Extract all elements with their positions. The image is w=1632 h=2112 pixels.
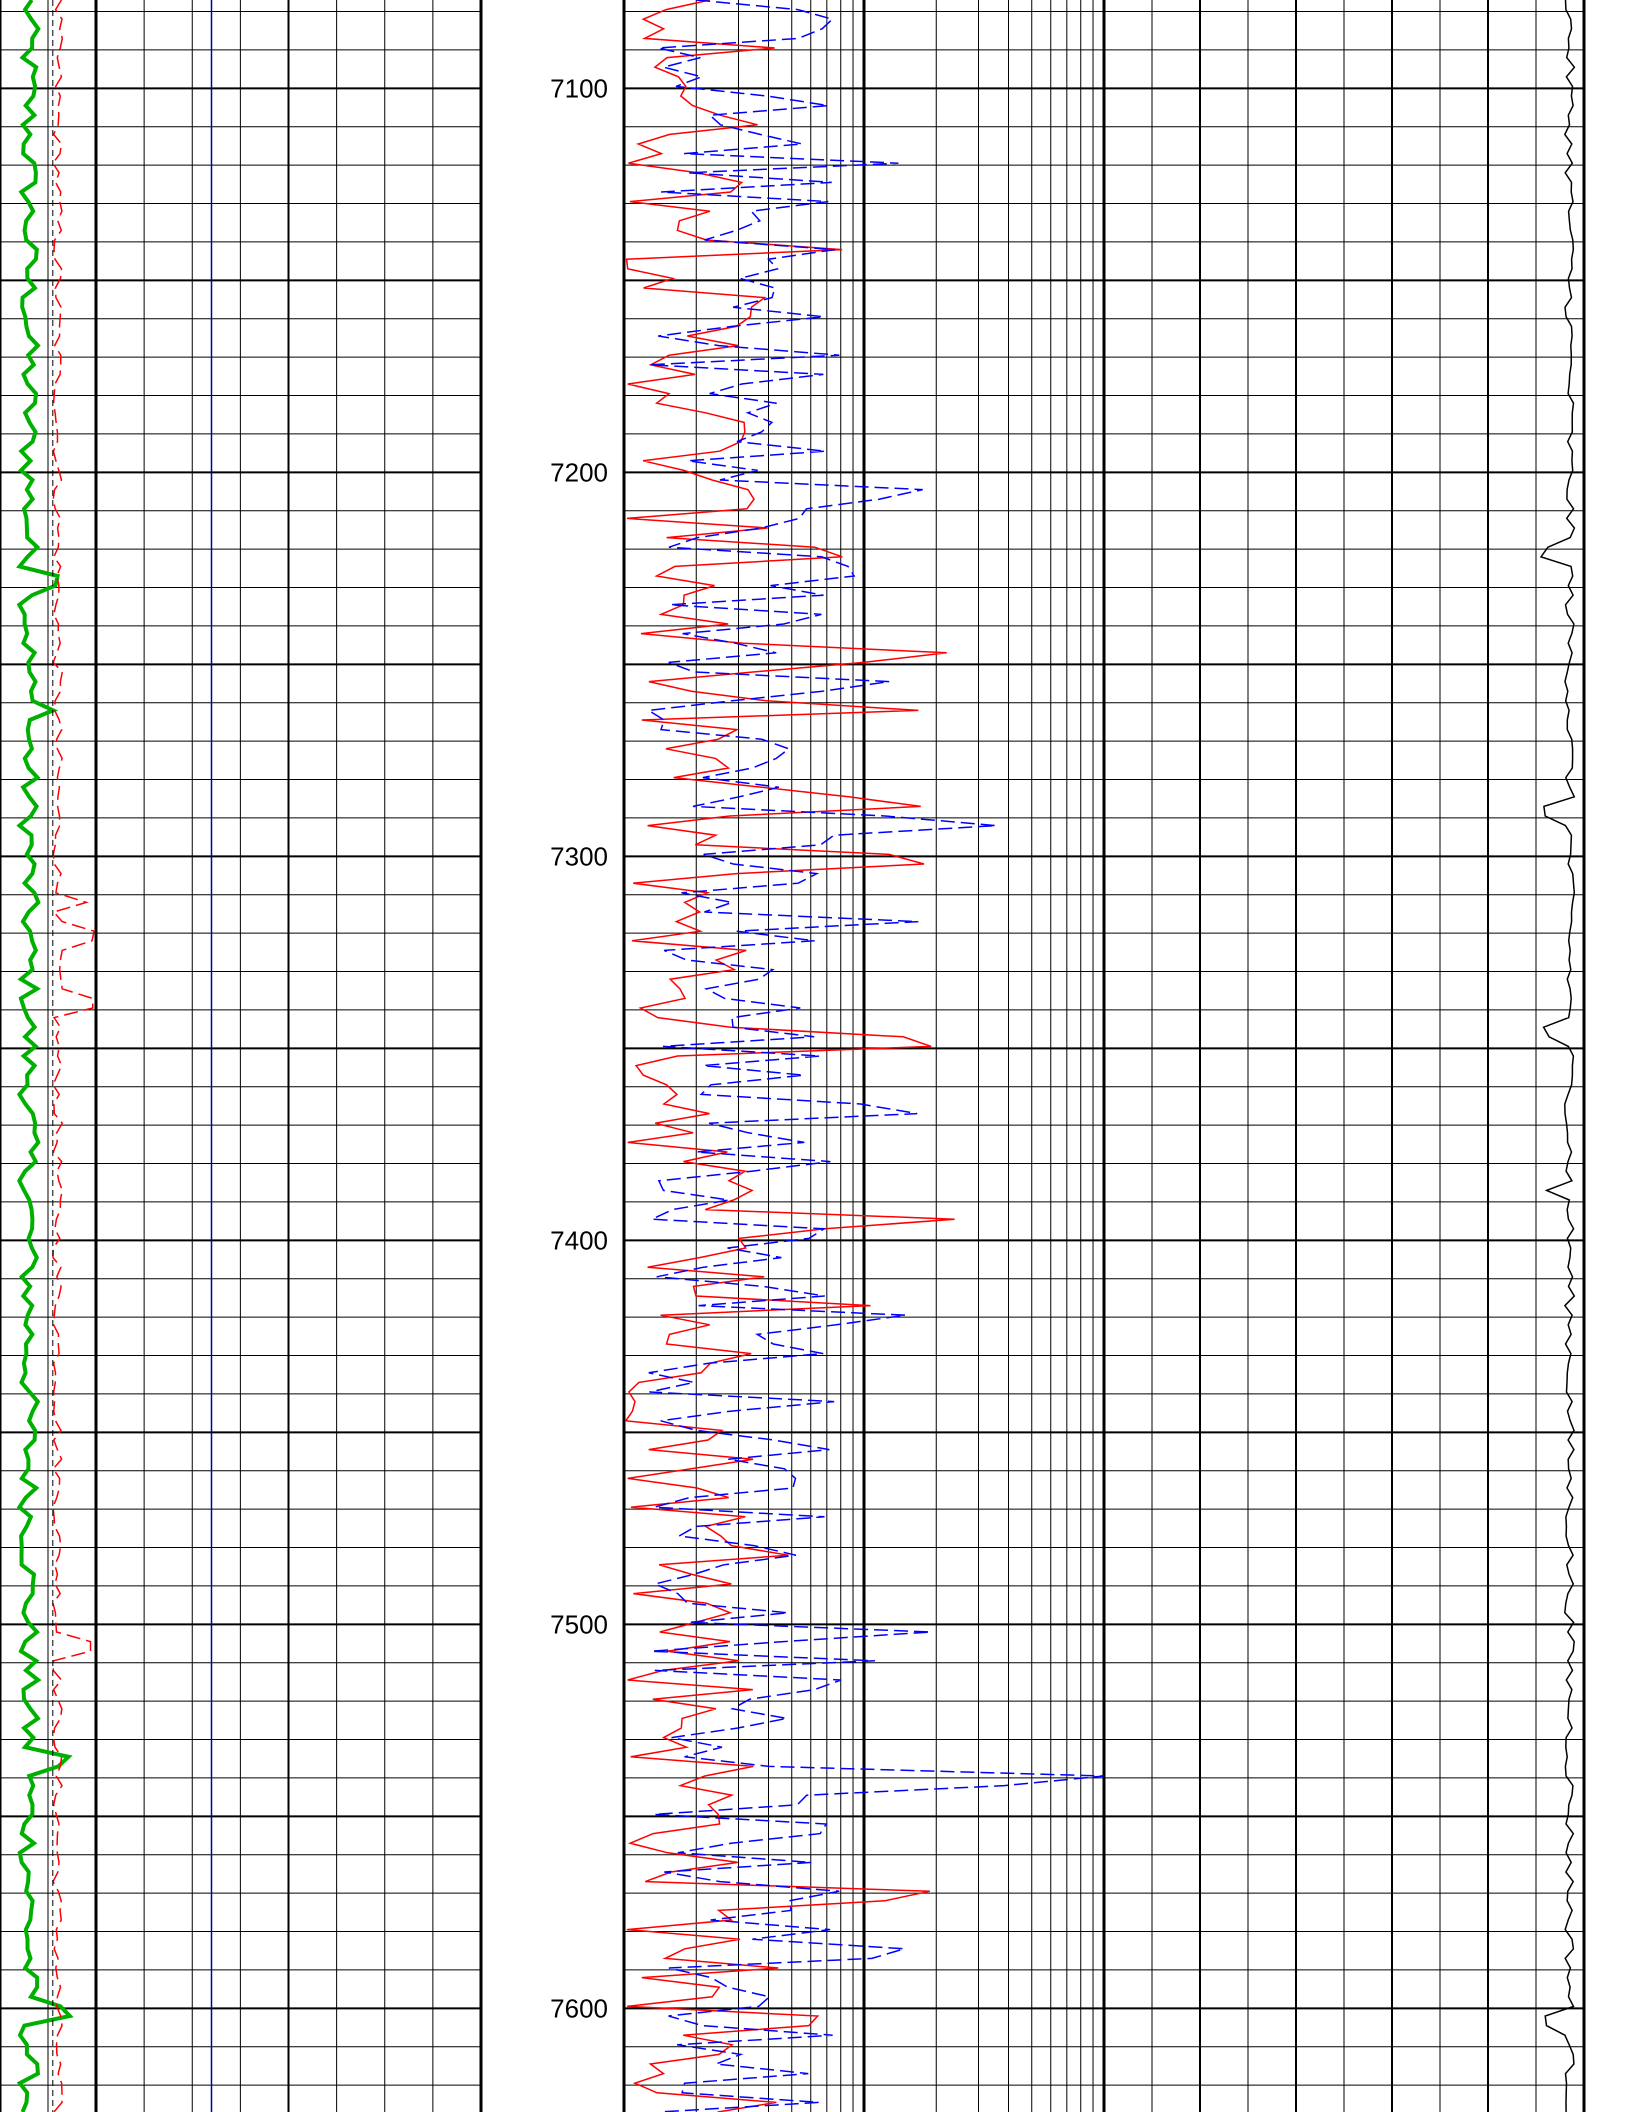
depth-label: 7600 (550, 1993, 608, 2023)
depth-label: 7300 (550, 841, 608, 871)
depth-label: 7400 (550, 1225, 608, 1255)
depth-labels: 7100 7200 7300 7400 7500 7600 (550, 73, 608, 2023)
grid-layer (0, 0, 1586, 2112)
track4-series-0-curve (1539, 0, 1576, 2112)
track1-series-1-curve (52, 0, 95, 2112)
depth-label: 7500 (550, 1609, 608, 1639)
track3-series-0-curve (624, 0, 955, 2112)
depth-label: 7200 (550, 457, 608, 487)
curve-layer (16, 0, 1576, 2112)
track3-series-1-curve (646, 0, 1105, 2112)
track1-series-0-curve (16, 0, 74, 2112)
depth-label: 7100 (550, 73, 608, 103)
